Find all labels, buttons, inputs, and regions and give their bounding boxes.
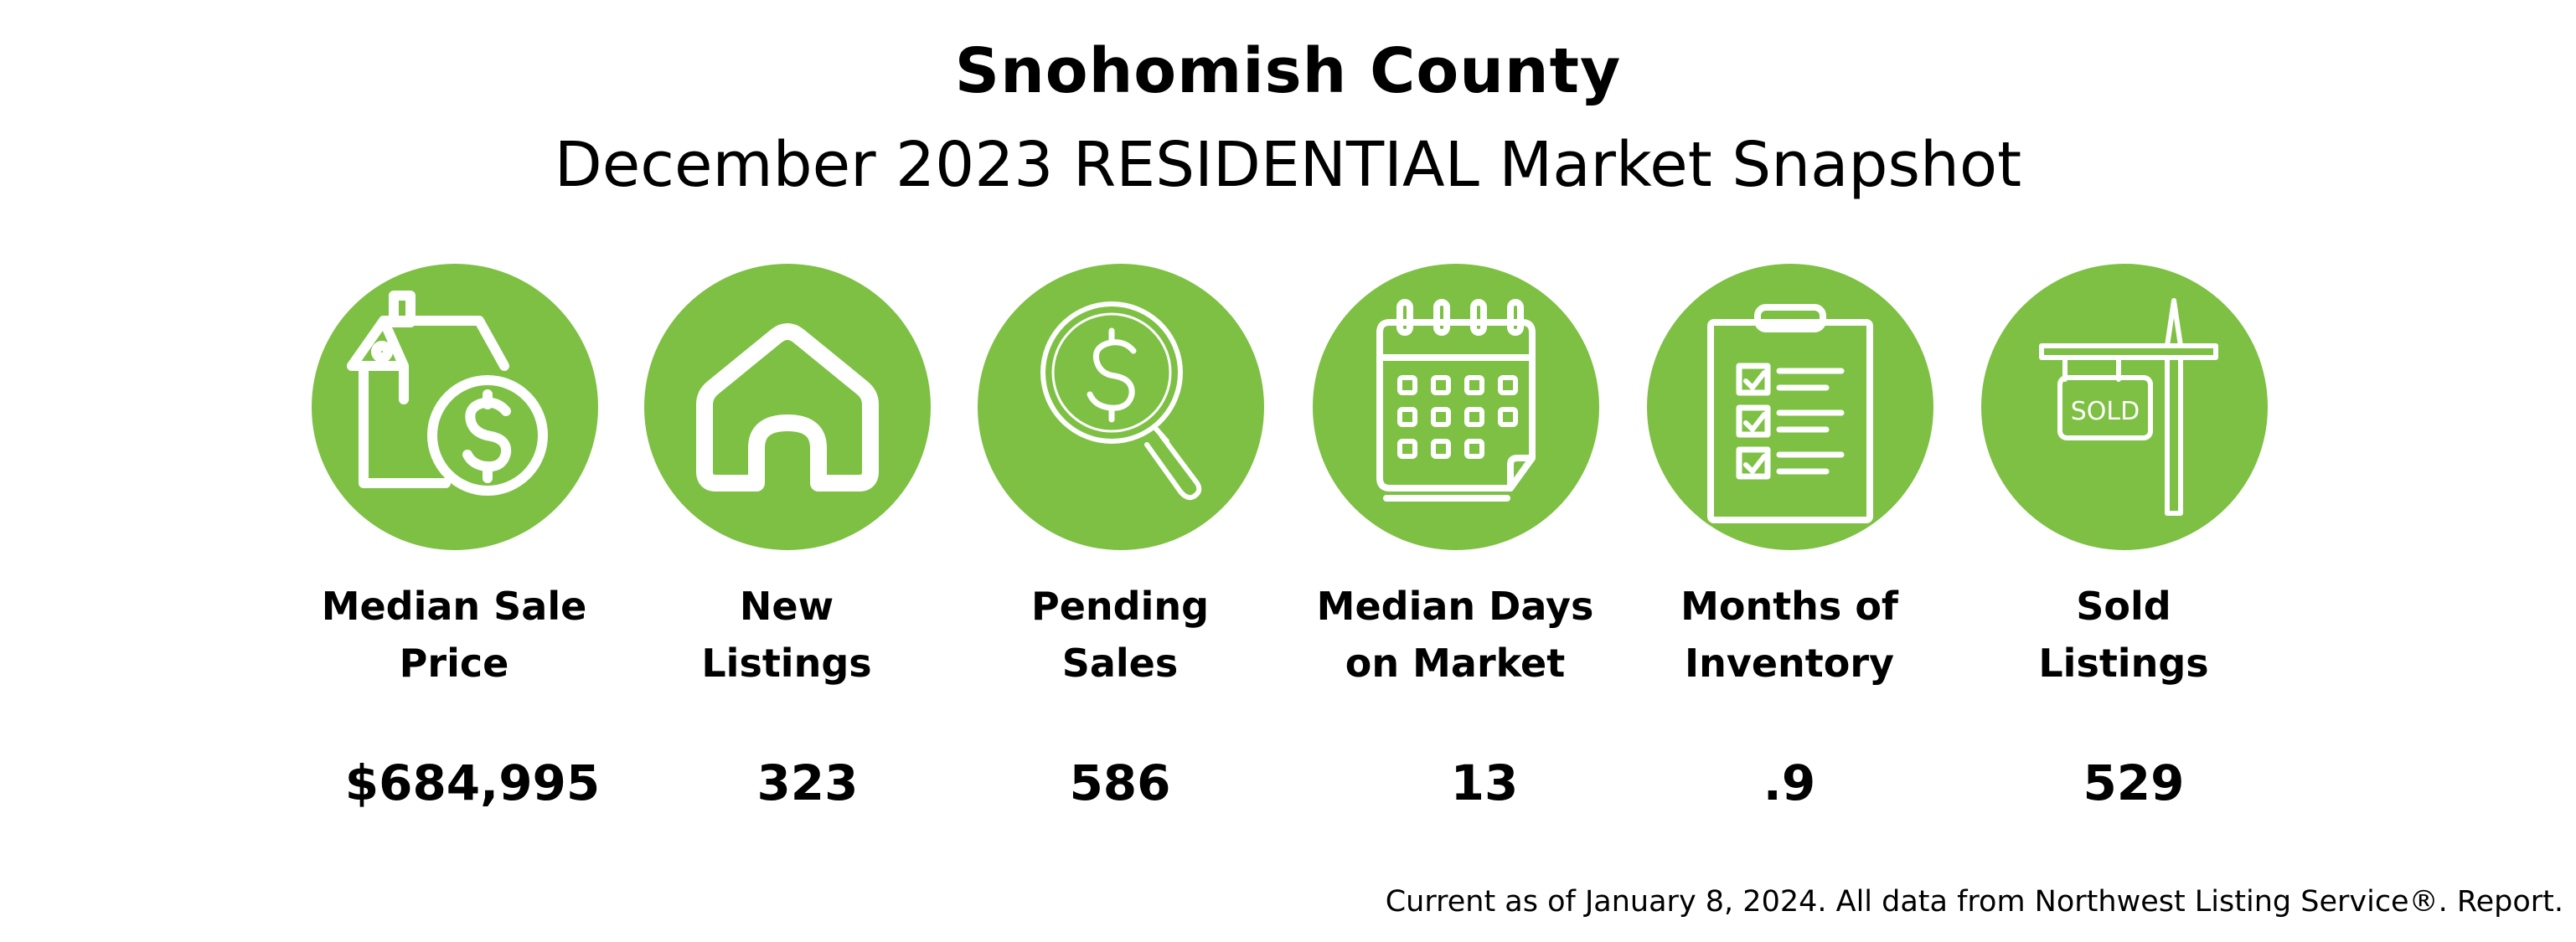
metric-icon-circle [644, 264, 931, 550]
metric-median-sale-price: Median Sale Price $684,995 [270, 0, 638, 837]
page-subtitle: December 2023 RESIDENTIAL Market Snapsho… [554, 129, 2022, 201]
metric-label-line2: Price [399, 641, 509, 686]
metric-label-line1: Sold [2076, 584, 2171, 629]
clipboard-checklist-icon [1707, 304, 1873, 523]
metric-icon-circle [1647, 264, 1933, 550]
metric-value: 323 [756, 754, 859, 811]
metric-value: 529 [2083, 754, 2185, 811]
metric-label-line2: Listings [701, 641, 872, 686]
house-icon [696, 323, 879, 492]
magnifier-dollar-icon [1040, 301, 1202, 501]
metric-icon-circle [978, 264, 1264, 550]
metric-sold-listings: SOLD Sold Listings 529 [1939, 0, 2308, 837]
metric-label-line1: Pending [1030, 584, 1210, 629]
metric-icon-circle [312, 264, 598, 550]
metric-label-line1: Median Days [1316, 584, 1594, 629]
metric-label: Months of Inventory [1605, 578, 1974, 692]
metric-median-days-on-market: Median Days on Market 13 [1271, 0, 1639, 837]
metric-value: 586 [1069, 754, 1171, 811]
metric-label-line2: Sales [1061, 641, 1179, 686]
metric-new-listings: New Listings 323 [602, 0, 971, 837]
sold-sign-text: SOLD [2071, 397, 2140, 426]
metric-value: .9 [1763, 754, 1816, 811]
page-title: Snohomish County [954, 35, 1622, 107]
metric-label: New Listings [602, 578, 971, 692]
metric-label-line1: Median Sale [321, 584, 587, 629]
metric-label: Median Days on Market [1271, 578, 1639, 692]
metric-icon-circle [1313, 264, 1599, 550]
data-source-footnote: Current as of January 8, 2024. All data … [1385, 885, 2563, 919]
metric-label-line1: Months of [1680, 584, 1898, 629]
metric-label: Pending Sales [936, 578, 1304, 692]
calendar-icon [1376, 299, 1536, 502]
metric-label: Sold Listings [1939, 578, 2308, 692]
metric-value: $684,995 [344, 754, 601, 811]
sold-sign-icon: SOLD [2039, 298, 2218, 516]
metric-icon-circle: SOLD [1981, 264, 2268, 550]
metric-label-line2: Listings [2038, 641, 2209, 686]
house-dollar-icon [347, 291, 548, 496]
metric-label-line2: Inventory [1684, 641, 1895, 686]
metric-pending-sales: Pending Sales 586 [936, 0, 1304, 837]
metric-label-line2: on Market [1345, 641, 1566, 686]
metric-value: 13 [1450, 754, 1519, 811]
metric-months-of-inventory: Months of Inventory .9 [1605, 0, 1974, 837]
metric-label-line1: New [739, 584, 834, 629]
metric-label: Median Sale Price [270, 578, 638, 692]
